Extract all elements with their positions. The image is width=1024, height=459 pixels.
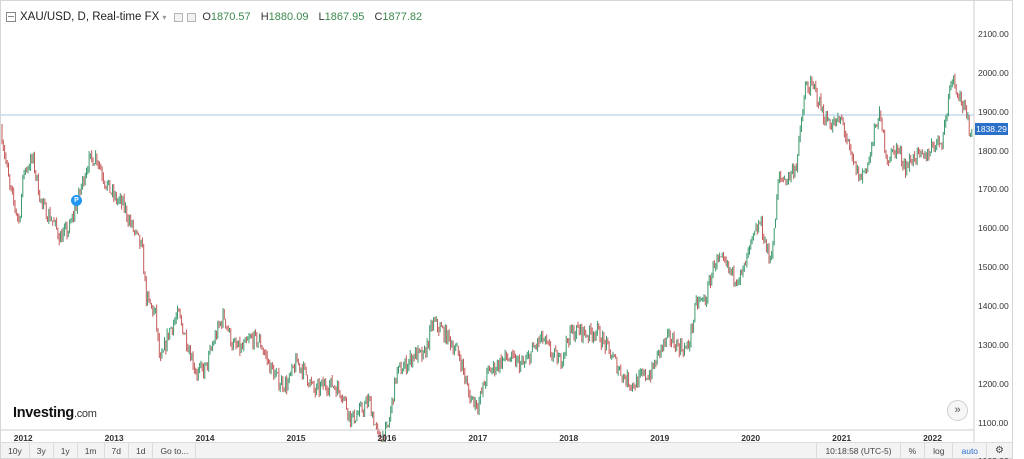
percent-scale-button[interactable]: % — [899, 442, 925, 459]
y-tick-label: 1200.00 — [978, 378, 1009, 389]
x-tick-label: 2018 — [559, 433, 579, 443]
eye-icon[interactable] — [174, 12, 184, 22]
chevron-down-icon[interactable]: ▾ — [162, 12, 167, 22]
log-scale-button[interactable]: log — [924, 442, 952, 459]
range-7d-button[interactable]: 7d — [105, 442, 129, 459]
range-3y-button[interactable]: 3y — [30, 442, 54, 459]
scroll-to-realtime-button[interactable]: » — [947, 400, 968, 421]
y-tick-label: 1500.00 — [978, 262, 1009, 273]
y-tick-label: 1900.00 — [978, 106, 1009, 117]
high-value: 1880.09 — [268, 11, 309, 23]
goto-button[interactable]: Go to... — [153, 442, 197, 459]
open-value: 1870.57 — [210, 11, 251, 23]
brand-name: Investing — [13, 405, 74, 421]
auto-scale-button[interactable]: auto — [952, 442, 986, 459]
y-tick-label: 1600.00 — [978, 223, 1009, 234]
clock-display[interactable]: 10:18:58 (UTC-5) — [816, 442, 899, 459]
range-1d-button[interactable]: 1d — [129, 442, 154, 459]
x-tick-label: 2019 — [650, 433, 670, 443]
gear-icon[interactable]: ⚙ — [986, 442, 1012, 459]
collapse-icon[interactable] — [6, 12, 16, 22]
range-1m-button[interactable]: 1m — [78, 442, 105, 459]
symbol-title[interactable]: XAU/USD, D, Real-time FX — [20, 11, 160, 23]
high-label: H — [260, 11, 269, 23]
chart-header: XAU/USD, D, Real-time FX ▾ O1870.57 H188… — [6, 9, 429, 25]
x-tick-label: 2015 — [286, 433, 306, 443]
x-tick-label: 2017 — [468, 433, 488, 443]
low-value: 1867.95 — [324, 11, 365, 23]
brand-suffix: .com — [73, 408, 97, 420]
close-value: 1877.82 — [382, 11, 423, 23]
y-tick-label: 1700.00 — [978, 184, 1009, 195]
last-price-tag: 1838.29 — [975, 123, 1008, 135]
y-tick-label: 1400.00 — [978, 301, 1009, 312]
ohlc-values: O1870.57 H1880.09 L1867.95 C1877.82 — [202, 11, 429, 23]
settings-icon[interactable] — [187, 12, 197, 22]
event-marker-icon[interactable]: P — [71, 195, 82, 206]
y-tick-label: 1100.00 — [978, 417, 1009, 428]
close-label: C — [374, 11, 383, 23]
y-tick-label: 1300.00 — [978, 339, 1009, 350]
x-tick-label: 2022 — [923, 433, 942, 443]
open-label: O — [202, 11, 211, 23]
x-tick-label: 2013 — [104, 433, 124, 443]
y-tick-label: 2000.00 — [978, 67, 1009, 78]
brand-logo: Investing.com — [13, 405, 97, 421]
x-tick-label: 2014 — [195, 433, 215, 443]
x-tick-label: 2016 — [377, 433, 397, 443]
bottom-toolbar: 10y 3y 1y 1m 7d 1d Go to... 10:18:58 (UT… — [1, 442, 1012, 459]
range-10y-button[interactable]: 10y — [1, 442, 30, 459]
x-tick-label: 2012 — [13, 433, 33, 443]
y-tick-label: 1800.00 — [978, 145, 1009, 156]
range-1y-button[interactable]: 1y — [54, 442, 78, 459]
low-label: L — [318, 11, 325, 23]
y-tick-label: 2100.00 — [978, 29, 1009, 39]
x-tick-label: 2020 — [741, 433, 761, 443]
x-tick-label: 2021 — [832, 433, 852, 443]
